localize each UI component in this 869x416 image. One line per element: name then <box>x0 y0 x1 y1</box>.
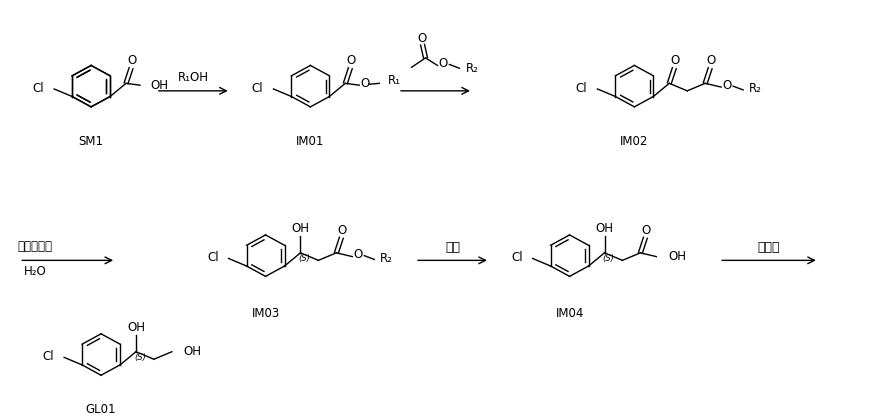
Text: O: O <box>670 54 680 67</box>
Text: GL01: GL01 <box>86 404 116 416</box>
Text: OH: OH <box>127 321 145 334</box>
Text: O: O <box>347 54 355 67</box>
Text: O: O <box>438 57 448 70</box>
Text: OH: OH <box>291 222 309 235</box>
Text: 还原剂: 还原剂 <box>757 241 779 254</box>
Text: O: O <box>337 224 347 237</box>
Text: IM01: IM01 <box>295 135 324 148</box>
Text: 羰基还原酶: 羰基还原酶 <box>17 240 52 253</box>
Text: OH: OH <box>183 345 202 358</box>
Text: (S): (S) <box>134 353 146 362</box>
Text: SM1: SM1 <box>78 135 103 148</box>
Text: H₂O: H₂O <box>24 265 47 278</box>
Text: R₂: R₂ <box>465 62 478 75</box>
Text: Cl: Cl <box>43 350 54 363</box>
Text: R₂: R₂ <box>380 252 393 265</box>
Text: Cl: Cl <box>32 82 44 94</box>
Text: IM02: IM02 <box>620 135 647 148</box>
Text: O: O <box>721 79 731 92</box>
Text: Cl: Cl <box>575 82 587 94</box>
Text: Cl: Cl <box>510 251 522 264</box>
Text: O: O <box>361 77 369 90</box>
Text: O: O <box>354 248 362 261</box>
Text: (S): (S) <box>298 254 310 263</box>
Text: O: O <box>127 54 136 67</box>
Text: IM03: IM03 <box>251 307 279 320</box>
Text: O: O <box>416 32 426 45</box>
Text: Cl: Cl <box>252 82 263 94</box>
Text: OH: OH <box>149 79 168 92</box>
Text: Cl: Cl <box>207 251 218 264</box>
Text: 水解: 水解 <box>444 241 460 254</box>
Text: R₂: R₂ <box>748 82 761 95</box>
Text: (S): (S) <box>602 254 614 263</box>
Text: O: O <box>706 54 715 67</box>
Text: O: O <box>641 224 650 237</box>
Text: OH: OH <box>594 222 613 235</box>
Text: OH: OH <box>667 250 686 263</box>
Text: R₁OH: R₁OH <box>177 71 209 84</box>
Text: R₁: R₁ <box>388 74 401 87</box>
Text: IM04: IM04 <box>554 307 583 320</box>
